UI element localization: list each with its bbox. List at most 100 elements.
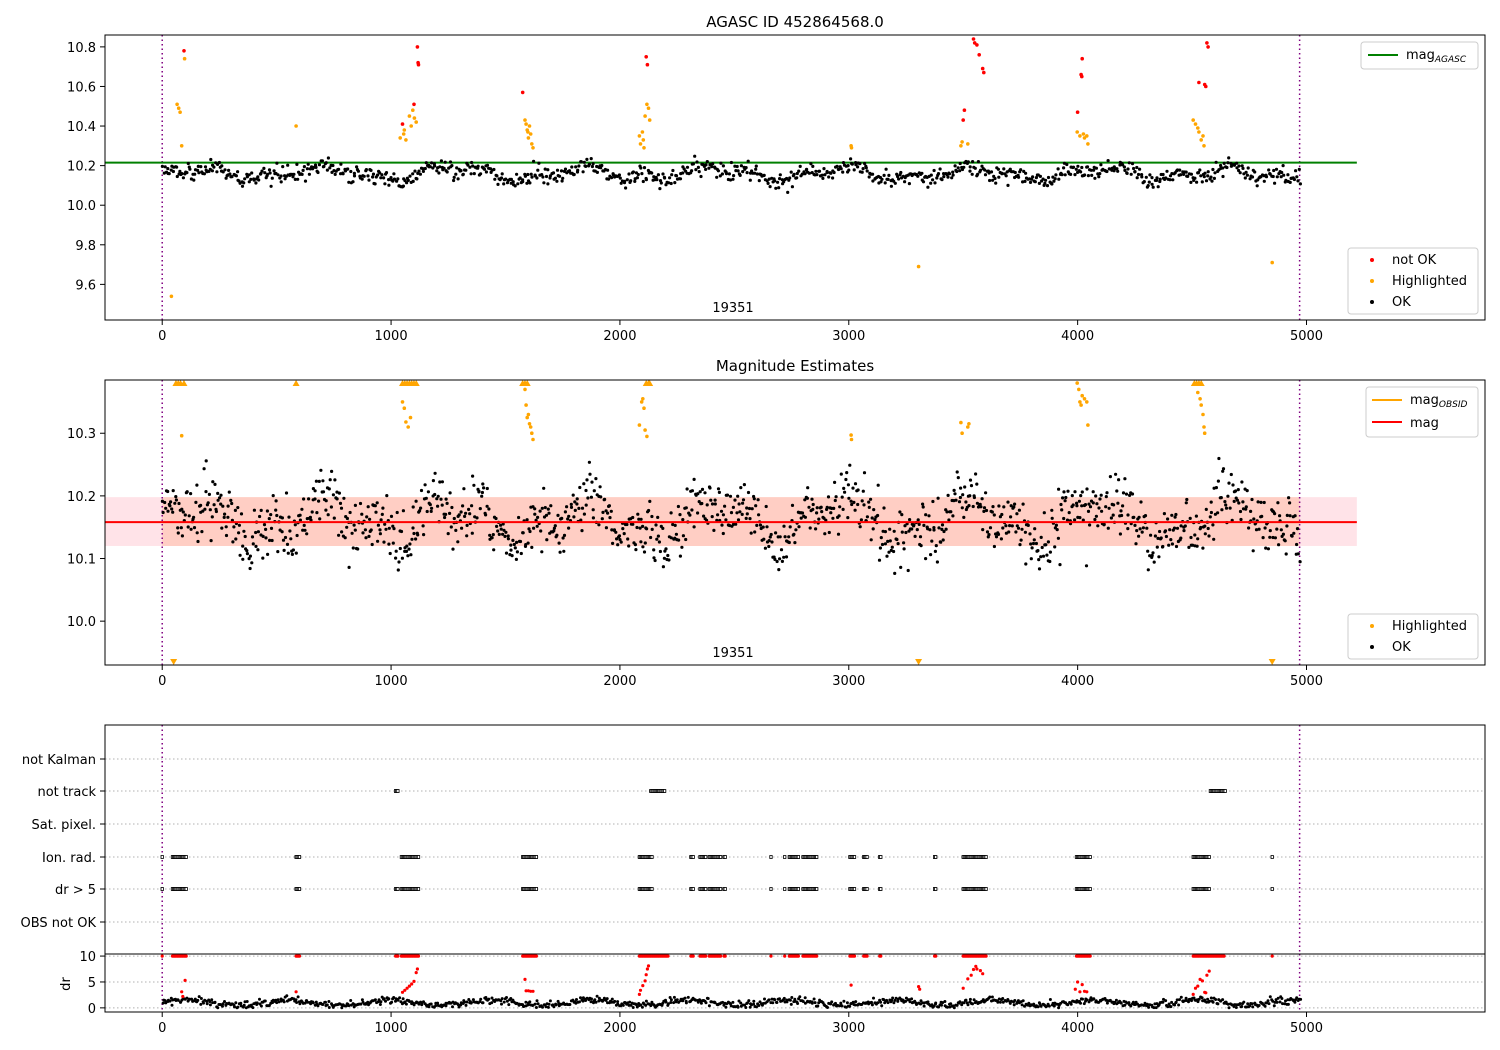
ok-point-522 [639,540,643,544]
ok-point-443 [668,176,672,180]
flag-mark-4-5-1635 [534,887,539,891]
ok-point-194 [383,182,387,186]
ok-point-6 [166,509,170,513]
ok-point-690 [792,532,796,536]
ok-point-409 [535,524,539,528]
ok-point-617 [725,493,730,497]
ok-point-744 [842,486,846,490]
ok-point-82 [236,506,240,510]
ok-point-228 [369,528,373,532]
ok-point-734 [1000,171,1004,175]
ok-point-292 [428,503,432,507]
ok-point-44 [201,509,205,513]
ok-point-1029 [1102,522,1106,527]
ok-point-96 [248,554,252,558]
ok-point-759 [856,502,860,507]
ok-point-329 [537,161,541,165]
ok-point-101 [276,173,280,177]
highlighted-point-15 [401,132,406,136]
ok-point-685 [787,540,791,545]
dr-point-692 [952,1006,956,1010]
ok-point-279 [416,533,420,537]
ok-point-507 [625,522,629,527]
ok-point-998 [1075,501,1079,505]
flag-mark-1-0-1030 [396,789,400,793]
ok-point-21 [185,171,189,175]
ok-point-350 [481,482,485,486]
dr-point-25 [190,997,194,1001]
dr-point-409 [629,1003,633,1007]
ok-point-724 [989,170,994,174]
ok-point-767 [862,471,867,475]
panel-magnitudes-frame [104,379,1486,666]
ok-point-996 [1073,518,1077,522]
ok-point-584 [829,171,833,175]
ok-point-389 [606,168,610,172]
ok-point-373 [502,528,506,532]
ok-point-370 [584,164,588,168]
ok-point-15 [174,498,178,502]
dr-high-point-17 [637,992,642,997]
ok-point-943 [1240,164,1244,168]
dr-point-732 [998,1000,1002,1004]
ok-point-484 [715,175,719,179]
ok-point-933 [1015,512,1019,516]
ok-point-0 [160,164,164,168]
ok-point-1084 [1153,534,1157,538]
dr-point-825 [1105,1001,1109,1005]
ok-point-157 [305,532,309,536]
ok-point-786 [880,542,885,547]
ok-point-987 [1064,495,1068,500]
dr-point-362 [575,998,578,1001]
dr-point-116 [294,998,298,1002]
dr-point-483 [713,1001,717,1005]
ok-point-353 [484,513,488,517]
ok-point-198 [342,496,346,500]
dr-cap-point-3-1030 [396,954,400,958]
dr-cap-point-7-2320 [691,954,695,958]
ok-point-904 [988,526,993,530]
ok-point-634 [741,501,745,505]
ok-point-911 [1203,171,1207,175]
dr-point-948 [1246,1002,1250,1006]
dr-point-734 [1001,997,1005,1000]
dr-point-627 [879,1000,883,1004]
ok-point-1226 [1283,539,1287,543]
ok-point-772 [867,505,871,509]
dr-cap-point-23-4850 [1270,954,1274,958]
panel-magnitudes-highlighted-points [170,380,1276,665]
ok-point-573 [685,487,689,491]
ok-point-831 [921,505,925,509]
ok-point-109 [261,556,265,560]
ok-point-869 [1155,176,1159,180]
ok-point-790 [883,542,888,546]
ok-point-105 [281,165,285,169]
ok-point-510 [744,166,748,170]
ok-point-427 [650,171,654,175]
ok-point-621 [729,510,734,515]
ok-point-331 [464,511,468,515]
dr-point-570 [813,1001,817,1005]
ok-point-587 [698,490,702,494]
dr-point-358 [571,998,575,1002]
ok-point-59 [214,509,218,514]
dr-point-173 [359,1002,363,1006]
dr-point-505 [739,1001,743,1005]
not-ok-point-25 [1206,45,1210,49]
dr-point-208 [399,1000,403,1004]
ok-point-813 [1092,168,1096,172]
ok-point-228 [421,169,425,173]
ok-point-166 [351,180,355,184]
ok-point-88 [241,557,245,561]
ok-point-400 [618,176,622,180]
ok-point-635 [887,173,891,177]
dr-point-984 [1286,1002,1290,1006]
ok-point-1091 [1159,536,1163,540]
ok-point-965 [1264,175,1269,179]
ok-point-136 [316,170,320,175]
dr-point-271 [471,998,475,1002]
ok-point-1099 [1167,543,1171,547]
dr-point-419 [640,1005,644,1009]
ok-point-1236 [1292,531,1296,535]
legend-mag-obsid-subscript: OBSID [1439,400,1468,410]
